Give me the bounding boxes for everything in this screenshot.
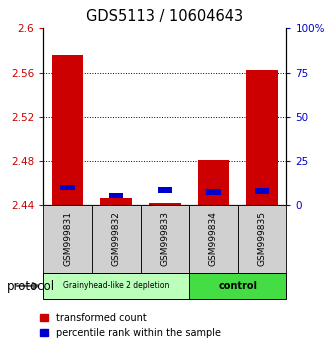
Bar <box>52 55 83 205</box>
Bar <box>189 273 286 299</box>
Text: protocol: protocol <box>7 280 55 293</box>
Bar <box>43 273 189 299</box>
Bar <box>246 70 278 205</box>
Bar <box>238 205 286 273</box>
Text: Grainyhead-like 2 depletion: Grainyhead-like 2 depletion <box>63 281 169 290</box>
Bar <box>43 205 92 273</box>
Bar <box>101 198 132 205</box>
Text: GSM999834: GSM999834 <box>209 211 218 267</box>
Title: GDS5113 / 10604643: GDS5113 / 10604643 <box>86 9 243 24</box>
Bar <box>255 188 269 194</box>
Text: GSM999833: GSM999833 <box>160 211 169 267</box>
Bar <box>189 205 238 273</box>
Bar <box>141 205 189 273</box>
Text: GSM999832: GSM999832 <box>112 211 121 267</box>
Text: control: control <box>218 281 257 291</box>
Legend: transformed count, percentile rank within the sample: transformed count, percentile rank withi… <box>37 309 225 342</box>
Bar <box>109 193 123 198</box>
Bar <box>206 189 220 195</box>
Text: GSM999831: GSM999831 <box>63 211 72 267</box>
Bar <box>92 205 141 273</box>
Text: GSM999835: GSM999835 <box>257 211 267 267</box>
Bar <box>149 203 180 205</box>
Bar <box>198 160 229 205</box>
Bar <box>61 185 75 190</box>
Bar <box>158 187 172 193</box>
